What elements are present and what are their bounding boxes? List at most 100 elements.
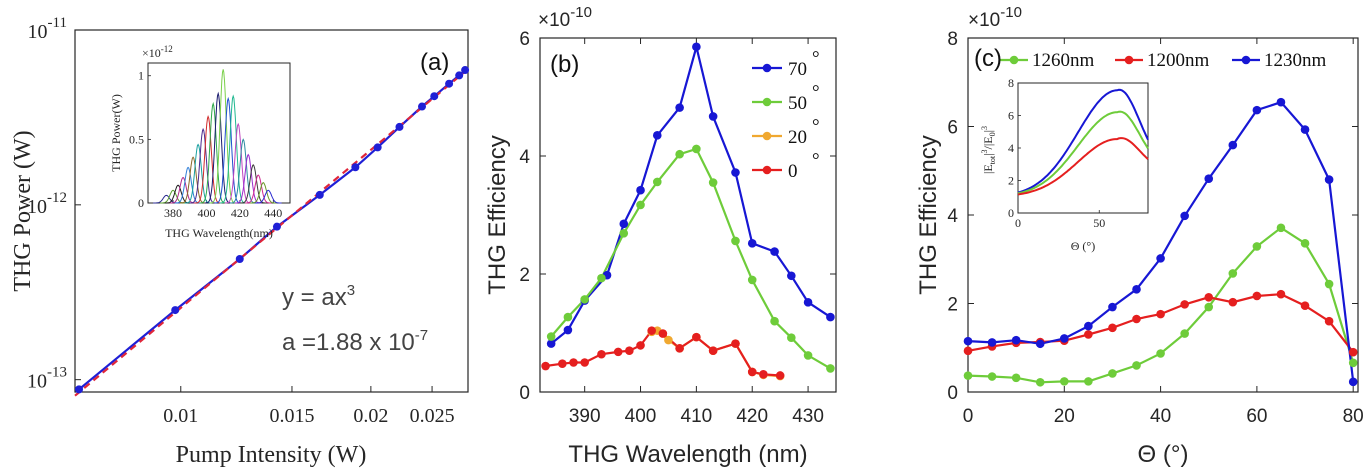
series-point (731, 236, 740, 246)
panel-c-legend: 1260nm 1200nm 1230nm (1000, 50, 1327, 71)
spectrum-peak (199, 101, 227, 204)
series-point (731, 339, 740, 348)
series-point (613, 347, 623, 357)
pump-data-point (171, 306, 180, 315)
pump-data-point (430, 92, 439, 101)
inset-c-frame (1017, 82, 1149, 214)
cubic-fit-line (74, 68, 469, 397)
series-point (963, 371, 973, 380)
inset-x-tick-label: 420 (231, 206, 249, 220)
series-point (1276, 223, 1286, 233)
series-point (770, 247, 779, 256)
panel-a-y-ticks: 10-11 10-12 10-13 (27, 15, 81, 393)
inset-y-tick-label: 0 (138, 196, 144, 210)
panel-a-x-label: Pump Intensity (W) (176, 442, 367, 468)
series-point (747, 239, 757, 248)
x-tick-label: 0.01 (163, 405, 198, 427)
pump-data-point (235, 254, 244, 263)
series-point (1228, 269, 1238, 278)
series-point (1108, 369, 1117, 378)
series-point (747, 367, 757, 377)
legend-degree: ° (812, 150, 820, 171)
legend-label: 50 (788, 93, 807, 114)
series-point (1180, 329, 1189, 338)
x-tick-label: 390 (569, 406, 601, 427)
panel-c-multiplier: ×10-10 (968, 4, 1022, 31)
series-point (625, 346, 634, 356)
series-line (550, 42, 832, 345)
y-tick-label: 2 (519, 265, 530, 286)
inset-a-x-label: THG Wavelength(nm) (165, 226, 273, 240)
spectrum-peak (204, 91, 232, 204)
series-point (563, 312, 573, 322)
legend-swatch-marker (1124, 55, 1134, 65)
series-point (987, 372, 997, 381)
series-point (1252, 291, 1262, 301)
inset-curve (1017, 88, 1149, 194)
pump-data-point (75, 385, 84, 394)
series-point (652, 177, 662, 187)
panel-b-x-label: THG Wavelength (nm) (568, 441, 807, 468)
inset-a-y-label: THG Power(W) (109, 94, 123, 172)
series-point (597, 349, 606, 359)
legend-degree: ° (812, 116, 820, 137)
panel-c-inset: 0 50 0 2 4 6 8 Θ (°) |Etot|3/|E0|3 (980, 76, 1149, 253)
inset-a-y-ticks: 00.51 (129, 69, 151, 210)
y-tick-label: 4 (519, 147, 530, 168)
series-point (1252, 105, 1262, 115)
series-point (1228, 297, 1238, 307)
inset-a-x-ticks: 380 400 420 440 (164, 200, 282, 220)
series-point (692, 42, 701, 52)
series-point (1276, 289, 1286, 299)
series-point (541, 361, 550, 371)
series-point (580, 358, 589, 367)
inset-c-curves (1017, 88, 1149, 196)
inset-x-tick-label: 0 (1015, 216, 1021, 230)
series-point (1132, 285, 1141, 294)
legend-label: 1230nm (1264, 50, 1327, 71)
series-point (1084, 377, 1093, 386)
series-point (692, 144, 701, 154)
panel-a-series (74, 66, 470, 397)
series-point (546, 332, 556, 341)
fit-coefficient: a =1.88 x 10-7 (282, 327, 428, 356)
panel-a-y-label: THG Power (W) (10, 130, 36, 291)
inset-c-x-label: Θ (°) (1071, 239, 1095, 253)
inset-x-tick-label: 400 (197, 206, 215, 220)
spectrum-peak (189, 127, 217, 204)
spectrum-peak (234, 153, 262, 204)
series-point (1059, 377, 1069, 386)
series-point (1204, 302, 1214, 312)
legend-label: 20 (788, 127, 807, 148)
series-point (1084, 321, 1093, 331)
spectrum-peak (224, 122, 252, 204)
panel-c-tag: (c) (974, 45, 1002, 72)
legend-swatch-marker (1241, 55, 1251, 65)
series-point (1348, 347, 1358, 357)
series-point (1156, 254, 1165, 263)
y-tick-label: 8 (947, 29, 958, 50)
series-point (1180, 211, 1189, 221)
panel-a-inset: ×10-12 380 400 420 440 00.51 THG Wavelength… (109, 44, 291, 240)
legend-swatch-marker (1009, 55, 1019, 65)
panel-c-x-label: Θ (°) (1138, 441, 1189, 468)
spectrum-peak (239, 163, 267, 204)
pump-data-point (461, 66, 470, 75)
series-point (826, 312, 835, 322)
spectrum-peak (254, 189, 282, 204)
inset-y-tick-label: 4 (1008, 141, 1014, 155)
series-point (963, 346, 973, 356)
panel-b-multiplier: ×10-10 (538, 4, 592, 31)
pump-data-point (272, 222, 281, 231)
series-point (803, 298, 813, 307)
x-tick-label: 0 (963, 406, 974, 427)
series-point (636, 341, 645, 350)
series-point (675, 149, 684, 159)
panel-a-x-ticks: 0.01 0.015 0.02 0.025 (163, 386, 455, 427)
legend-degree: ° (812, 48, 820, 69)
series-point (787, 333, 796, 343)
series-point (1011, 373, 1021, 383)
series-point (652, 131, 662, 140)
panel-b-x-ticks: 390 400 410 420 430 (569, 38, 824, 427)
